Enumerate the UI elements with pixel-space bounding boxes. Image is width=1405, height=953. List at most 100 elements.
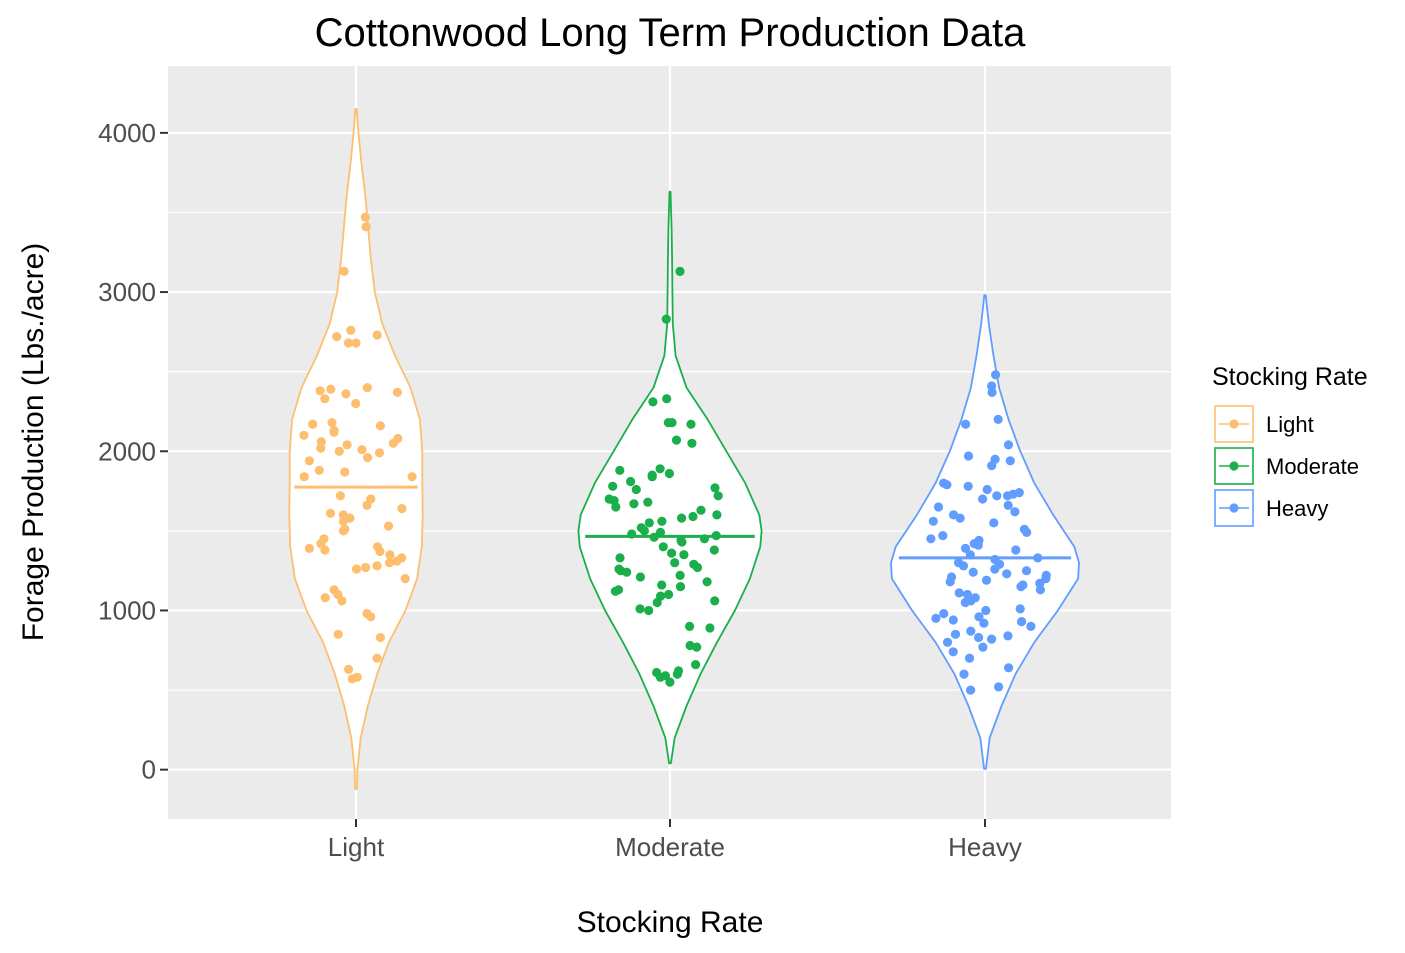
point-light bbox=[308, 419, 318, 429]
point-moderate bbox=[675, 582, 686, 592]
y-tick-label: 4000 bbox=[98, 118, 156, 148]
point-moderate bbox=[664, 589, 674, 600]
point-light bbox=[372, 561, 382, 571]
point-heavy bbox=[1005, 456, 1015, 466]
point-moderate bbox=[657, 516, 667, 526]
legend: Stocking Rate Light Moderate Heavy bbox=[1212, 363, 1368, 527]
point-moderate bbox=[688, 511, 698, 522]
point-light bbox=[384, 558, 395, 568]
point-light bbox=[366, 612, 376, 622]
legend-label-moderate: Moderate bbox=[1266, 454, 1359, 479]
point-heavy bbox=[981, 605, 991, 616]
point-light bbox=[374, 448, 385, 458]
point-heavy bbox=[945, 577, 955, 587]
point-moderate bbox=[631, 484, 641, 495]
point-light bbox=[304, 456, 314, 466]
point-moderate bbox=[635, 572, 646, 582]
point-heavy bbox=[964, 653, 975, 663]
point-heavy bbox=[1015, 604, 1025, 614]
x-axis-label: Stocking Rate bbox=[577, 906, 764, 939]
point-light bbox=[299, 430, 309, 440]
point-moderate bbox=[652, 597, 662, 608]
point-moderate bbox=[610, 586, 621, 596]
point-light bbox=[361, 562, 371, 573]
point-light bbox=[392, 556, 402, 566]
point-light bbox=[325, 508, 336, 518]
point-light bbox=[361, 222, 371, 232]
point-moderate bbox=[686, 419, 696, 429]
point-heavy bbox=[1026, 621, 1036, 632]
point-moderate bbox=[687, 438, 697, 448]
point-heavy bbox=[987, 387, 997, 397]
point-moderate bbox=[611, 502, 621, 512]
point-moderate bbox=[615, 553, 625, 563]
point-light bbox=[347, 674, 357, 684]
point-light bbox=[388, 438, 398, 448]
legend-label-heavy: Heavy bbox=[1266, 496, 1328, 521]
point-light bbox=[338, 526, 349, 536]
point-heavy bbox=[987, 461, 997, 471]
point-moderate bbox=[710, 483, 720, 493]
point-heavy bbox=[1003, 500, 1013, 510]
point-light bbox=[357, 445, 367, 455]
point-heavy bbox=[933, 502, 944, 512]
point-heavy bbox=[987, 634, 997, 644]
point-heavy bbox=[1002, 491, 1013, 501]
legend-key-point bbox=[1229, 419, 1239, 429]
point-heavy bbox=[931, 613, 941, 624]
point-heavy bbox=[942, 480, 952, 490]
point-light bbox=[339, 266, 349, 276]
point-moderate bbox=[647, 472, 657, 482]
point-moderate bbox=[712, 510, 722, 520]
point-light bbox=[351, 564, 362, 574]
point-moderate bbox=[639, 526, 650, 536]
point-heavy bbox=[960, 597, 970, 608]
point-heavy bbox=[1002, 569, 1012, 579]
legend-title: Stocking Rate bbox=[1212, 363, 1368, 391]
chart-title: Cottonwood Long Term Production Data bbox=[315, 11, 1027, 55]
point-moderate bbox=[661, 314, 671, 324]
point-moderate bbox=[644, 518, 654, 528]
point-moderate bbox=[692, 562, 703, 573]
point-heavy bbox=[993, 414, 1003, 424]
point-moderate bbox=[675, 266, 685, 276]
point-heavy bbox=[982, 484, 992, 495]
point-heavy bbox=[978, 494, 988, 504]
point-moderate bbox=[622, 567, 632, 577]
point-heavy bbox=[1003, 631, 1013, 641]
point-moderate bbox=[677, 537, 687, 547]
point-heavy bbox=[1017, 617, 1027, 627]
point-heavy bbox=[979, 618, 989, 628]
point-light bbox=[320, 545, 330, 555]
point-heavy bbox=[966, 626, 976, 636]
y-axis-label: Forage Production (Lbs./acre) bbox=[17, 243, 50, 642]
point-moderate bbox=[615, 465, 625, 475]
point-moderate bbox=[677, 513, 687, 523]
point-moderate bbox=[705, 623, 715, 633]
point-moderate bbox=[664, 468, 675, 479]
point-light bbox=[327, 418, 337, 428]
point-light bbox=[372, 653, 382, 663]
point-heavy bbox=[992, 491, 1002, 501]
point-light bbox=[341, 389, 351, 399]
legend-label-light: Light bbox=[1266, 412, 1314, 437]
point-light bbox=[346, 325, 356, 335]
point-moderate bbox=[671, 435, 682, 445]
point-moderate bbox=[626, 476, 636, 487]
point-moderate bbox=[629, 499, 639, 509]
point-light bbox=[384, 521, 394, 531]
point-light bbox=[375, 421, 385, 431]
point-heavy bbox=[966, 685, 976, 695]
point-light bbox=[344, 664, 354, 675]
point-moderate bbox=[702, 577, 712, 587]
point-heavy bbox=[973, 540, 983, 550]
point-moderate bbox=[644, 605, 654, 616]
point-light bbox=[343, 338, 354, 348]
point-moderate bbox=[672, 669, 683, 679]
point-heavy bbox=[1011, 545, 1021, 555]
point-moderate bbox=[662, 394, 672, 404]
point-heavy bbox=[1003, 440, 1014, 450]
point-moderate bbox=[655, 464, 665, 474]
point-heavy bbox=[955, 513, 965, 523]
